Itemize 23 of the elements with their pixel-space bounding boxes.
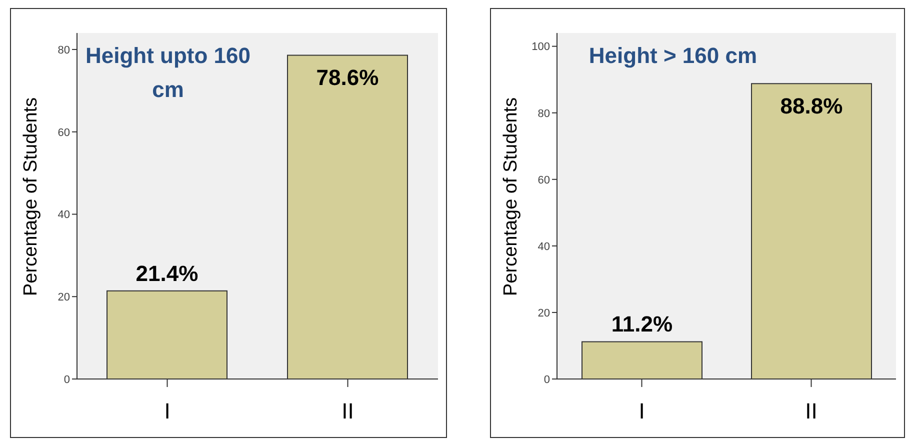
x-tick-label: II [342, 398, 354, 424]
y-tick-label: 80 [538, 108, 550, 120]
y-tick-label: 60 [538, 174, 550, 186]
y-tick-label: 60 [58, 126, 70, 139]
text: Height > 160 cm [588, 42, 758, 70]
y-tick-label: 20 [58, 292, 70, 304]
data-label: 11.2% [611, 312, 673, 337]
x-tick-label: I [638, 398, 645, 424]
y-tick-label: 100 [532, 41, 550, 54]
data-label: 78.6% [316, 65, 379, 90]
y-tick-label: 0 [64, 374, 70, 386]
y-axis-title: Percentage of Students [500, 97, 522, 296]
y-tick-label: 40 [58, 209, 70, 222]
data-label: 21.4% [136, 260, 198, 286]
y-tick-label: 0 [544, 374, 550, 386]
y-tick-label: 40 [538, 240, 550, 253]
x-tick-label: I [164, 398, 170, 424]
text: Height upto 160 cm [84, 42, 252, 104]
x-tick-label: II [805, 398, 818, 424]
y-axis-title: Percentage of Students [20, 97, 42, 296]
y-tick-label: 80 [58, 44, 70, 56]
y-tick-label: 20 [538, 307, 550, 320]
data-label: 88.8% [780, 94, 843, 119]
